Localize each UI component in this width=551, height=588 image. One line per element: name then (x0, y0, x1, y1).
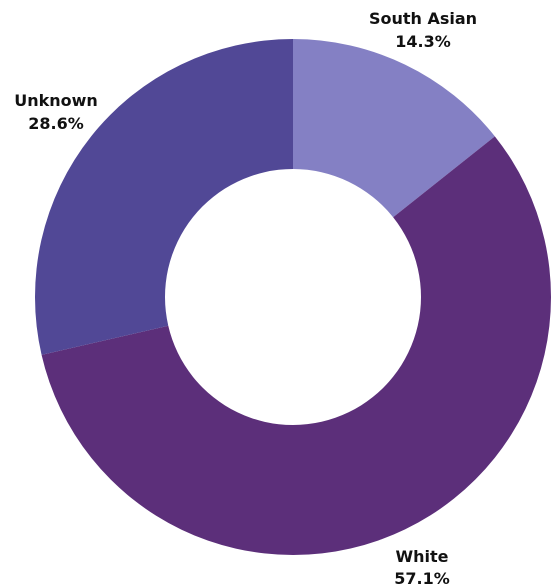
slice-label-south-asian-pct: 14.3% (395, 32, 451, 51)
slice-label-unknown-pct: 28.6% (28, 114, 84, 133)
slice-label-white-pct: 57.1% (394, 569, 450, 588)
donut-slices (34, 39, 551, 556)
slice-label-south-asian-name: South Asian (369, 9, 477, 28)
slice-label-white-name: White (395, 547, 448, 566)
slice-label-unknown-name: Unknown (14, 91, 98, 110)
slice-south-asian (293, 39, 495, 218)
slice-unknown (34, 39, 294, 355)
slice-white (41, 136, 551, 556)
